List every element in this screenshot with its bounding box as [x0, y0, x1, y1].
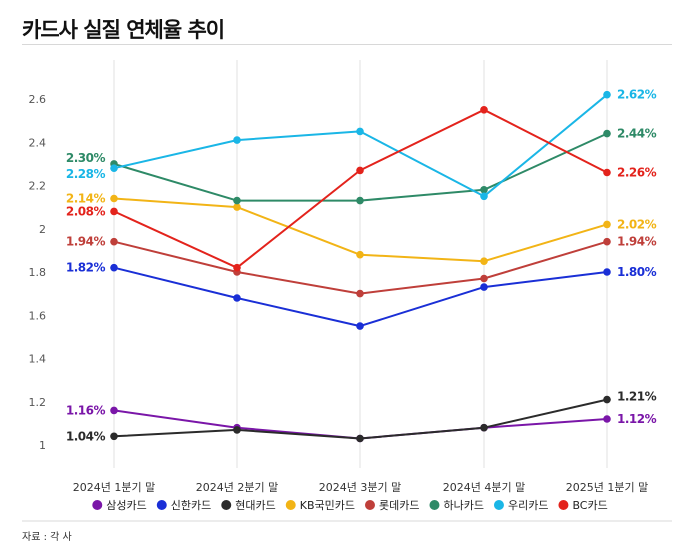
y-tick-label: 1.8	[29, 266, 47, 279]
series-end-label: 2.44%	[617, 127, 657, 141]
y-tick-label: 2	[39, 223, 46, 236]
y-tick-label: 1.2	[29, 396, 47, 409]
data-point	[480, 283, 488, 291]
data-point	[603, 395, 611, 404]
series-start-label: 2.14%	[66, 191, 106, 205]
series-end-label: 2.02%	[617, 217, 657, 231]
legend-marker	[364, 500, 375, 510]
data-point	[233, 136, 241, 144]
data-point	[356, 289, 364, 298]
series-end-label: 1.21%	[617, 390, 657, 404]
series-start-label: 1.94%	[66, 235, 106, 249]
legend-marker	[429, 500, 440, 510]
legend-label: 현대카드	[235, 499, 275, 512]
series-end-label: 1.94%	[617, 235, 657, 249]
data-point	[356, 166, 364, 175]
y-tick-label: 1.4	[29, 353, 47, 366]
legend-item: 현대카드	[221, 499, 276, 512]
data-point	[110, 164, 118, 172]
source-note: 자료 : 각 사	[22, 532, 72, 543]
legend-item: 하나카드	[429, 498, 484, 512]
legend-item: 롯데카드	[364, 499, 419, 512]
legend-item: KB국민카드	[285, 499, 355, 512]
data-point	[480, 423, 488, 432]
data-point	[356, 322, 364, 330]
legend-label: BC카드	[572, 499, 607, 512]
data-point	[233, 426, 241, 434]
data-point	[110, 194, 118, 203]
data-point	[603, 168, 611, 177]
data-point	[480, 186, 488, 194]
data-point	[480, 257, 488, 266]
legend-marker	[558, 500, 569, 510]
legend-item: BC카드	[558, 499, 608, 512]
legend-marker	[156, 500, 167, 510]
data-point	[356, 127, 364, 136]
series-start-label: 1.82%	[66, 261, 106, 275]
data-point	[110, 263, 118, 272]
legend-label: 삼성카드	[106, 499, 146, 512]
legend-label: 신한카드	[171, 499, 211, 512]
data-point	[603, 237, 611, 246]
series-start-label: 2.30%	[66, 151, 106, 165]
series-start-label: 1.16%	[66, 403, 106, 417]
title-divider	[22, 44, 672, 45]
data-point	[356, 196, 364, 205]
legend-marker	[493, 500, 504, 510]
data-point	[233, 294, 241, 302]
legend-label: 우리카드	[508, 499, 548, 512]
legend-item: 신한카드	[156, 499, 211, 512]
legend-item: 우리카드	[493, 499, 548, 512]
legend-marker	[221, 500, 232, 510]
data-point	[480, 106, 488, 114]
legend-marker	[285, 500, 296, 510]
y-tick-label: 2.4	[29, 136, 47, 149]
data-point	[110, 406, 118, 415]
data-point	[110, 432, 118, 441]
data-point	[480, 192, 488, 201]
x-tick-label: 2024년 3분기 말	[319, 481, 401, 494]
data-point	[603, 129, 611, 138]
x-tick-label: 2024년 2분기 말	[196, 481, 278, 494]
data-point	[603, 220, 611, 229]
legend-label: 하나카드	[443, 498, 483, 512]
x-tick-label: 2024년 1분기 말	[73, 481, 155, 494]
x-tick-label: 2024년 4분기 말	[443, 481, 525, 494]
data-point	[603, 268, 611, 276]
legend-label: KB국민카드	[300, 499, 355, 512]
data-point	[603, 90, 611, 99]
data-point	[356, 434, 364, 443]
y-tick-label: 2.2	[29, 180, 47, 193]
series-end-label: 1.80%	[617, 265, 657, 279]
series-start-label: 1.04%	[66, 429, 106, 443]
data-point	[233, 263, 241, 272]
data-point	[603, 415, 611, 423]
series-end-label: 2.62%	[617, 88, 657, 102]
legend-item: 삼성카드	[92, 499, 147, 512]
data-point	[110, 237, 118, 246]
series-start-label: 2.08%	[66, 204, 106, 218]
data-point	[356, 250, 364, 259]
legend-marker	[92, 500, 103, 510]
y-tick-label: 1	[39, 439, 46, 452]
data-point	[233, 203, 241, 211]
x-tick-label: 2025년 1분기 말	[566, 481, 648, 494]
chart-title: 카드사 실질 연체율 추이	[22, 18, 225, 42]
y-tick-label: 1.6	[29, 309, 47, 322]
series-end-label: 1.12%	[617, 412, 657, 426]
y-tick-label: 2.6	[29, 93, 47, 106]
legend-label: 롯데카드	[379, 499, 419, 512]
data-point	[480, 274, 488, 283]
data-point	[233, 196, 241, 205]
series-start-label: 2.28%	[66, 167, 106, 181]
data-point	[110, 207, 118, 216]
series-end-label: 2.26%	[617, 166, 657, 180]
